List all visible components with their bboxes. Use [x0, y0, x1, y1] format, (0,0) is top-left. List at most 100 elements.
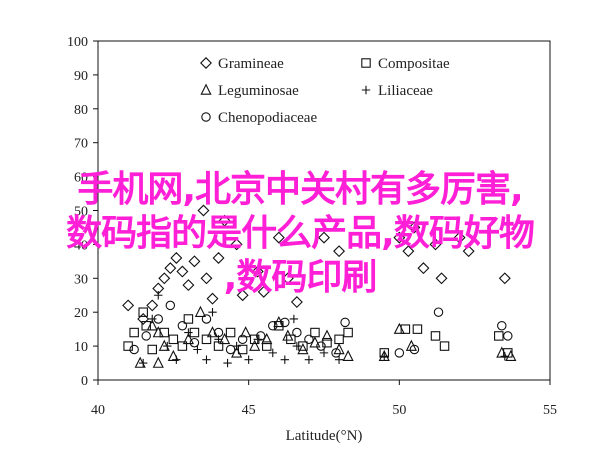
point-gramineae [281, 272, 294, 285]
overlay-line-1: 手机网,北京中关村有多厉害, [77, 169, 523, 210]
point-liliaceae [304, 355, 314, 364]
legend-marker-chenopodiaceae [201, 112, 211, 122]
point-gramineae [137, 313, 150, 325]
overlay-line-2: 数码指的是什么产品,数码好物 [66, 213, 535, 254]
point-chenopodiaceae [165, 300, 176, 311]
point-gramineae [408, 221, 421, 234]
y-tick-label: 10 [74, 340, 88, 355]
legend: Gramineae Compositae Leguminosae Liliaceae C… [200, 56, 450, 126]
point-liliaceae [148, 314, 157, 324]
overlay-line-3: ,数码印刷 [223, 257, 378, 298]
legend-item-chenopodiaceae: Chenopodiaceae [201, 110, 317, 126]
x-tick-label: 40 [91, 403, 105, 418]
point-compositae [201, 334, 212, 345]
point-liliaceae [184, 328, 193, 337]
y-tick-label: 20 [74, 306, 88, 321]
point-chenopodiaceae [316, 341, 326, 351]
point-chenopodiaceae [177, 321, 188, 331]
point-chenopodiaceae [153, 314, 164, 324]
y-tick-label: 80 [74, 103, 88, 118]
legend-item-compositae: Compositae [361, 56, 450, 72]
point-liliaceae [268, 348, 277, 358]
point-gramineae [122, 299, 135, 312]
point-gramineae [290, 296, 303, 309]
point-compositae [183, 314, 194, 324]
point-gramineae [498, 272, 511, 285]
point-gramineae [257, 285, 270, 298]
point-gramineae [212, 251, 225, 264]
data-points [122, 204, 517, 368]
point-chenopodiaceae [503, 331, 513, 341]
point-chenopodiaceae [213, 327, 224, 338]
point-compositae [494, 331, 504, 341]
point-liliaceae [500, 352, 509, 361]
point-chenopodiaceae [394, 348, 405, 358]
point-chenopodiaceae [225, 344, 236, 355]
point-gramineae [417, 262, 430, 275]
point-liliaceae [380, 352, 389, 361]
point-compositae [225, 327, 236, 338]
point-gramineae [393, 231, 406, 244]
point-leguminosae [282, 329, 294, 341]
point-gramineae [435, 272, 448, 285]
point-gramineae [197, 204, 210, 217]
legend-label: Liliaceae [378, 83, 433, 99]
point-liliaceae [334, 355, 344, 364]
point-chenopodiaceae [255, 331, 266, 341]
y-tick-label: 100 [67, 35, 88, 50]
point-gramineae [318, 231, 330, 244]
point-compositae [168, 334, 179, 345]
point-gramineae [170, 251, 183, 264]
point-compositae [159, 327, 170, 338]
point-compositae [141, 321, 151, 331]
legend-label: Chenopodiaceae [218, 110, 317, 126]
point-chenopodiaceae [237, 334, 248, 345]
point-chenopodiaceae [497, 321, 507, 331]
point-compositae [147, 344, 157, 355]
point-liliaceae [289, 314, 299, 324]
point-gramineae [182, 279, 195, 292]
point-compositae [177, 341, 188, 351]
point-chenopodiaceae [129, 344, 139, 355]
point-compositae [286, 334, 296, 345]
point-leguminosae [167, 349, 179, 362]
point-chenopodiaceae [409, 344, 420, 355]
point-gramineae [188, 255, 201, 268]
point-leguminosae [182, 332, 194, 345]
y-tick-label: 50 [74, 205, 88, 220]
point-liliaceae [244, 355, 253, 364]
legend-marker-leguminosae [200, 83, 212, 95]
x-tick-label: 55 [543, 403, 557, 418]
legend-item-leguminosae: Leguminosae [200, 83, 299, 99]
point-gramineae [218, 214, 231, 227]
y-tick-label: 30 [74, 272, 88, 287]
point-chenopodiaceae [340, 317, 350, 328]
point-leguminosae [146, 319, 158, 331]
point-compositae [237, 344, 248, 355]
point-leguminosae [152, 356, 164, 368]
point-liliaceae [319, 348, 329, 358]
point-leguminosae [297, 343, 309, 355]
point-chenopodiaceae [280, 317, 290, 328]
legend-marker-gramineae [200, 57, 212, 69]
legend-item-gramineae: Gramineae [200, 56, 284, 72]
point-gramineae [251, 265, 264, 278]
legend-label: Gramineae [218, 56, 284, 72]
point-compositae [412, 324, 423, 334]
point-liliaceae [193, 345, 202, 354]
point-chenopodiaceae [201, 314, 212, 324]
point-compositae [343, 327, 353, 338]
point-liliaceae [154, 291, 163, 300]
y-tick-label: 40 [74, 238, 88, 253]
point-chenopodiaceae [304, 334, 314, 345]
point-chenopodiaceae [268, 321, 278, 331]
point-gramineae [429, 238, 442, 251]
legend-marker-liliaceae [361, 85, 371, 95]
y-tick-label: 0 [81, 374, 88, 389]
legend-label: Compositae [378, 56, 450, 72]
point-chenopodiaceae [141, 331, 151, 341]
point-gramineae [200, 272, 213, 285]
point-liliaceae [202, 355, 211, 364]
point-liliaceae [208, 308, 217, 317]
